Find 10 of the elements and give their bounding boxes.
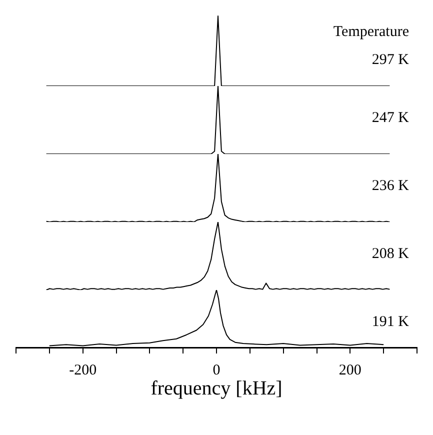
annotation: 208 K [372, 245, 409, 264]
x-axis-title: frequency [kHz] [150, 377, 282, 400]
annotation: 191 K [372, 313, 409, 332]
annotation: 247 K [372, 109, 409, 128]
annotation: 297 K [370, 51, 409, 70]
x-tick-label: 200 [338, 362, 362, 378]
x-tick-label: -200 [69, 362, 97, 378]
annotation: 236 K [372, 177, 409, 196]
annotation: Temperature [333, 23, 409, 42]
x-tick-label: 0 [212, 362, 220, 378]
